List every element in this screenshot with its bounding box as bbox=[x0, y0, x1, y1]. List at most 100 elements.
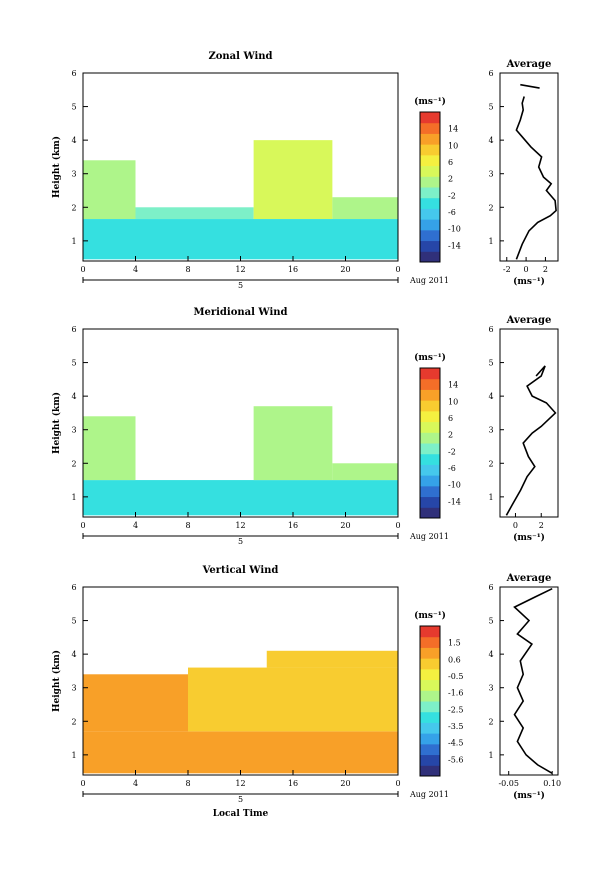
profile-y-tick-label: 3 bbox=[488, 426, 493, 435]
colorbar-swatch bbox=[420, 636, 440, 648]
data-region-4 bbox=[332, 197, 398, 220]
colorbar-tick-label: -1.6 bbox=[448, 689, 463, 698]
y-tick-label: 5 bbox=[71, 359, 76, 368]
colorbar-swatch bbox=[420, 453, 440, 465]
y-tick-label: 6 bbox=[71, 325, 76, 334]
profile-y-tick-label: 6 bbox=[488, 69, 493, 78]
y-tick-label: 6 bbox=[71, 69, 76, 78]
colorbar-swatch bbox=[420, 647, 440, 659]
colorbar-swatch bbox=[420, 251, 440, 263]
colorbar-unit: (ms⁻¹) bbox=[414, 96, 446, 107]
x-tick-label: 0 bbox=[395, 265, 400, 274]
x-tick-label: 4 bbox=[133, 779, 138, 788]
colorbar-swatch bbox=[420, 475, 440, 487]
colorbar-tick-label: -4.5 bbox=[448, 739, 463, 748]
colorbar-swatch bbox=[420, 229, 440, 242]
profile-y-tick-label: 2 bbox=[488, 459, 493, 468]
profile-line bbox=[513, 587, 553, 774]
y-tick-label: 1 bbox=[71, 751, 76, 760]
colorbar-tick-label: -2.5 bbox=[448, 705, 463, 714]
colorbar-unit: (ms⁻¹) bbox=[414, 610, 446, 621]
profile-frame bbox=[499, 328, 559, 518]
data-region-2 bbox=[188, 667, 398, 732]
data-region-0 bbox=[83, 219, 398, 260]
data-region-1 bbox=[83, 160, 136, 220]
profile-y-tick-label: 5 bbox=[488, 359, 493, 368]
colorbar-tick-label: 0.6 bbox=[448, 655, 461, 664]
colorbar-swatch bbox=[420, 432, 440, 444]
colorbar-tick-label: -5.6 bbox=[448, 755, 463, 764]
y-tick-label: 4 bbox=[71, 392, 76, 401]
colorbar-swatch bbox=[420, 464, 440, 476]
colorbar-swatch bbox=[420, 701, 440, 713]
data-region-0 bbox=[83, 731, 398, 774]
colorbar-swatch bbox=[420, 754, 440, 766]
x-tick-label: 8 bbox=[185, 779, 190, 788]
profile-y-tick-label: 6 bbox=[488, 583, 493, 592]
profile-y-tick-label: 1 bbox=[488, 493, 493, 502]
data-region-1 bbox=[83, 674, 188, 732]
colorbar-swatch bbox=[420, 743, 440, 756]
y-tick-label: 2 bbox=[71, 717, 76, 726]
colorbar-swatch bbox=[420, 368, 440, 380]
colorbar-swatch bbox=[420, 485, 440, 498]
profile-y-tick-label: 1 bbox=[488, 751, 493, 760]
x-tick-label: 0 bbox=[395, 521, 400, 530]
y-tick-label: 5 bbox=[71, 103, 76, 112]
colorbar-swatch bbox=[420, 765, 440, 777]
colorbar-tick-label: -6 bbox=[448, 464, 456, 473]
y-tick-label: 3 bbox=[71, 684, 76, 693]
chart-title: Meridional Wind bbox=[193, 307, 287, 318]
x-axis-label: Local Time bbox=[213, 809, 269, 819]
colorbar-tick-label: -10 bbox=[448, 225, 461, 234]
colorbar-swatch bbox=[420, 165, 440, 177]
colorbar-frame bbox=[419, 625, 441, 777]
colorbar-swatch bbox=[420, 626, 440, 638]
x-tick-label: 0 bbox=[395, 779, 400, 788]
colorbar-swatch bbox=[420, 496, 440, 508]
profile-x-tick-label: 0.10 bbox=[543, 779, 561, 788]
profile-y-tick-label: 4 bbox=[488, 392, 493, 401]
data-region-3 bbox=[266, 650, 398, 668]
colorbar-swatch bbox=[420, 658, 440, 670]
chart-title: Zonal Wind bbox=[208, 51, 272, 62]
colorbar-swatch bbox=[420, 197, 440, 209]
colorbar-swatch bbox=[420, 112, 440, 124]
profile-x-label: (ms⁻¹) bbox=[513, 790, 545, 801]
colorbar-tick-label: 10 bbox=[448, 141, 458, 150]
x-tick-label: 8 bbox=[185, 521, 190, 530]
colorbar-swatch bbox=[420, 240, 440, 252]
colorbar-frame bbox=[419, 111, 441, 263]
y-axis-label: Height (km) bbox=[51, 650, 62, 712]
colorbar-swatch bbox=[420, 722, 440, 734]
day-label: 5 bbox=[238, 795, 243, 804]
colorbar-swatch bbox=[420, 410, 440, 423]
profile-y-tick-label: 2 bbox=[488, 717, 493, 726]
x-tick-label: 4 bbox=[133, 265, 138, 274]
profile-x-tick-label: 2 bbox=[543, 265, 548, 274]
colorbar-tick-label: 6 bbox=[448, 158, 453, 167]
profile-line bbox=[515, 96, 557, 260]
x-tick-label: 4 bbox=[133, 521, 138, 530]
colorbar-tick-label: 6 bbox=[448, 414, 453, 423]
colorbar-swatch bbox=[420, 378, 440, 390]
colorbar-swatch bbox=[420, 176, 440, 188]
colorbar-tick-label: -14 bbox=[448, 241, 461, 250]
colorbar-swatch bbox=[420, 400, 440, 412]
date-label: Aug 2011 bbox=[409, 532, 449, 541]
profile-y-tick-label: 1 bbox=[488, 237, 493, 246]
colorbar-swatch bbox=[420, 679, 440, 691]
colorbar-tick-label: 10 bbox=[448, 397, 458, 406]
colorbar-tick-label: -2 bbox=[448, 191, 456, 200]
colorbar-tick-label: -14 bbox=[448, 497, 461, 506]
x-tick-label: 0 bbox=[80, 521, 85, 530]
colorbar-tick-label: -2 bbox=[448, 447, 456, 456]
colorbar-swatch bbox=[420, 711, 440, 723]
y-tick-label: 3 bbox=[71, 426, 76, 435]
profile-y-tick-label: 4 bbox=[488, 650, 493, 659]
x-tick-label: 12 bbox=[235, 265, 245, 274]
profile-x-tick-label: 2 bbox=[539, 521, 544, 530]
y-tick-label: 5 bbox=[71, 617, 76, 626]
colorbar-swatch bbox=[420, 187, 440, 199]
colorbar-swatch bbox=[420, 668, 440, 681]
